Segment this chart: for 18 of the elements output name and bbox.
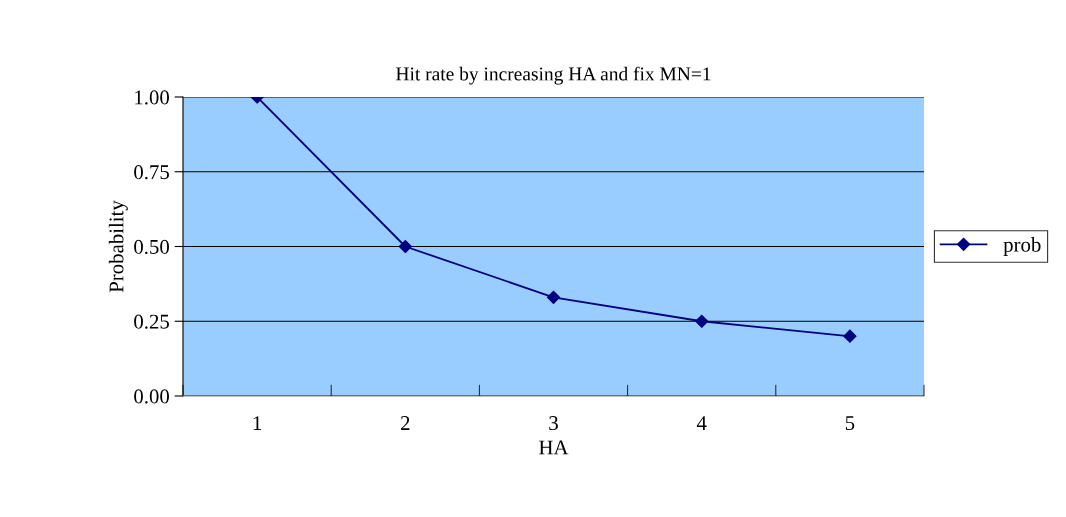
x-tick-label: 4 [696, 416, 707, 430]
y-tick-label: 0.50 [134, 239, 170, 255]
y-tick-label: 0.75 [134, 165, 169, 180]
x-tick-label: 1 [253, 416, 262, 430]
chart-title: Hit rate by increasing HA and fix MN=1 [396, 66, 711, 85]
point [398, 239, 412, 254]
y-axis-title: Probability [108, 200, 128, 293]
point [843, 329, 857, 343]
x-axis-title: HA [539, 440, 569, 455]
point [546, 290, 561, 304]
point [695, 314, 709, 328]
x-tick-label: 2 [401, 416, 410, 430]
legend-label: prob [1003, 237, 1041, 257]
y-tick-label: 1.00 [135, 90, 170, 105]
x-tick-label: 5 [845, 416, 855, 431]
y-tick-label: 0.25 [134, 314, 169, 329]
y-tick-label: 0.00 [134, 389, 170, 404]
x-tick-label: 3 [549, 416, 558, 431]
